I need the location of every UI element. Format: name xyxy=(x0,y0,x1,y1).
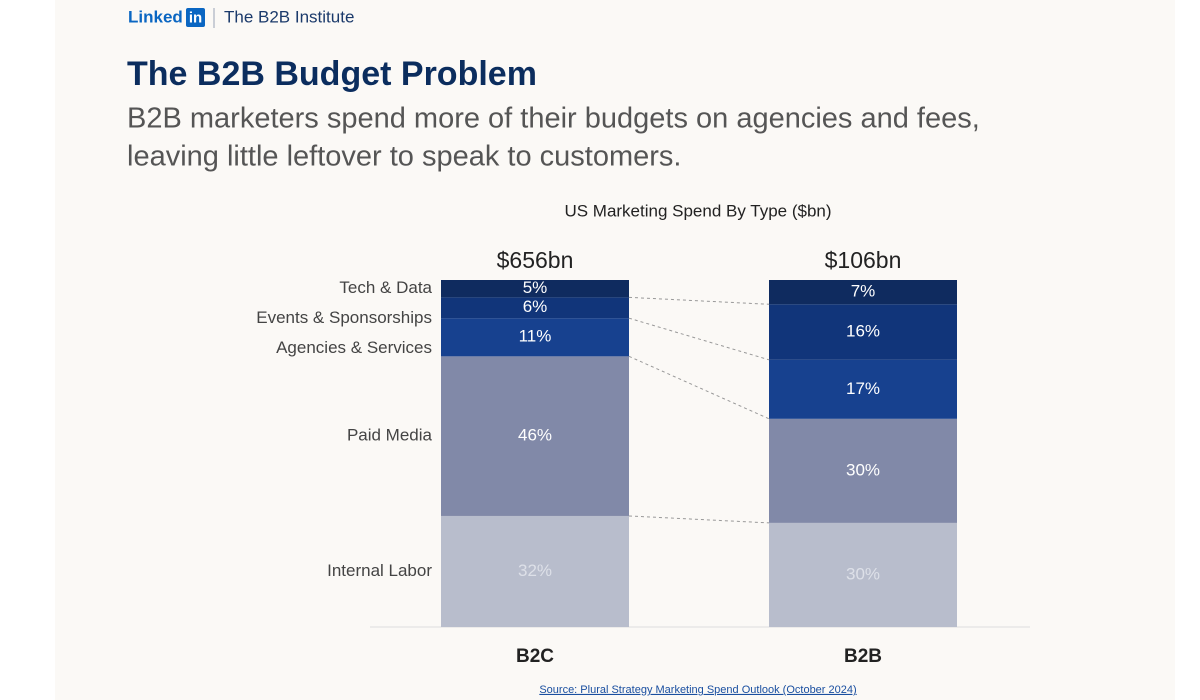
institute: The B2B Institute xyxy=(224,7,354,26)
brand-mark: in xyxy=(189,9,202,26)
bar-segment xyxy=(769,280,957,305)
bar-segment xyxy=(441,515,629,627)
legend-label: Agencies & Services xyxy=(276,338,432,357)
subtitle-line: leaving little leftover to speak to cust… xyxy=(127,141,681,173)
connector xyxy=(628,317,770,361)
total-label: $656bn xyxy=(497,247,574,273)
source: Source: Plural Strategy Marketing Spend … xyxy=(539,684,856,696)
bar-segment xyxy=(441,318,629,357)
value-label: 46% xyxy=(518,426,552,445)
value-label: 6% xyxy=(523,297,548,316)
connector xyxy=(628,515,770,524)
value-label: 11% xyxy=(519,327,552,346)
total-label: $106bn xyxy=(825,247,902,273)
x-tick-label: B2B xyxy=(844,646,882,667)
brand-name: Linked xyxy=(128,7,183,26)
value-label: 32% xyxy=(518,561,552,580)
connector xyxy=(628,296,770,305)
bar-segment xyxy=(769,359,957,419)
value-label: 17% xyxy=(846,379,880,398)
value-label: 5% xyxy=(523,278,548,297)
value-label: 16% xyxy=(846,322,880,341)
value-label: 30% xyxy=(846,564,880,583)
bar-segment xyxy=(769,418,957,523)
legend-label: Tech & Data xyxy=(339,278,432,297)
page-title: The B2B Budget Problem xyxy=(127,55,537,93)
brand-mark-box xyxy=(186,8,205,27)
chart-title: US Marketing Spend By Type ($bn) xyxy=(564,201,831,220)
connector xyxy=(628,355,770,420)
bar-segment xyxy=(441,297,629,319)
legend-label: Internal Labor xyxy=(327,561,432,580)
legend-label: Paid Media xyxy=(347,426,433,445)
legend-label: Events & Sponsorships xyxy=(256,308,432,327)
bar-segment xyxy=(769,522,957,627)
bar-segment xyxy=(441,280,629,298)
subtitle-line: B2B marketers spend more of their budget… xyxy=(127,103,980,135)
bar-segment xyxy=(769,304,957,360)
value-label: 7% xyxy=(851,282,876,301)
x-tick-label: B2C xyxy=(516,646,554,667)
value-label: 30% xyxy=(846,460,880,479)
bar-segment xyxy=(441,356,629,516)
